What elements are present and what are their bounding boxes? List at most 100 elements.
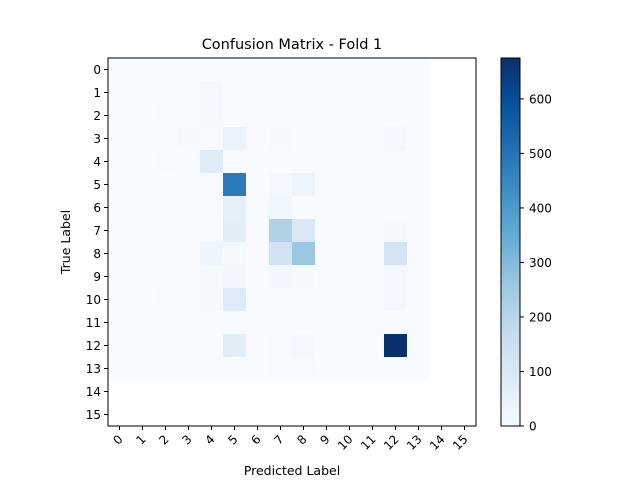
- heatmap-cell-r13-c10: [338, 357, 362, 381]
- x-tick-label: 15: [450, 432, 471, 453]
- heatmap-cell-r6-c8: [292, 196, 316, 220]
- heatmap-cell-r7-c0: [108, 219, 132, 243]
- heatmap-cell-r0-c10: [338, 58, 362, 82]
- heatmap-cell-r9-c4: [200, 265, 224, 289]
- heatmap-cell-r3-c3: [177, 127, 201, 151]
- x-axis-ticks: 0 1 2 3 4 5 6 7 8 9 10 11 12 13 14 15: [110, 426, 471, 453]
- x-tick-label: 14: [427, 432, 448, 453]
- y-tick-label: 12: [86, 339, 101, 353]
- heatmap-cell-r7-c9: [315, 219, 339, 243]
- heatmap-cell-r13-c3: [177, 357, 201, 381]
- heatmap-cell-r11-c9: [315, 311, 339, 335]
- heatmap-cell-r11-c8: [292, 311, 316, 335]
- heatmap-cell-r4-c6: [246, 150, 270, 174]
- heatmap-cell-r6-c0: [108, 196, 132, 220]
- x-tick-label: 1: [133, 432, 148, 447]
- heatmap-cell-r2-c0: [108, 104, 132, 128]
- heatmap-cell-r10-c11: [361, 288, 385, 312]
- heatmap-cell-r4-c8: [292, 150, 316, 174]
- heatmap-cell-r7-c3: [177, 219, 201, 243]
- heatmap-cell-r2-c9: [315, 104, 339, 128]
- heatmap-cell-r4-c9: [315, 150, 339, 174]
- heatmap-cell-r0-c2: [154, 58, 178, 82]
- heatmap-cell-r3-c13: [407, 127, 431, 151]
- heatmap-cell-r1-c1: [131, 81, 155, 105]
- heatmap-cell-r11-c6: [246, 311, 270, 335]
- heatmap-cell-r4-c0: [108, 150, 132, 174]
- heatmap-cell-r12-c1: [131, 334, 155, 358]
- heatmap-cell-r1-c11: [361, 81, 385, 105]
- x-tick-label: 2: [156, 432, 171, 447]
- heatmap-cell-r8-c9: [315, 242, 339, 266]
- heatmap-cell-r7-c7: [269, 219, 293, 243]
- heatmap-cell-r1-c0: [108, 81, 132, 105]
- x-tick-label: 12: [381, 432, 402, 453]
- y-tick-label: 5: [93, 178, 101, 192]
- heatmap-cell-r12-c11: [361, 334, 385, 358]
- heatmap-cell-r2-c13: [407, 104, 431, 128]
- heatmap-cell-r5-c2: [154, 173, 178, 197]
- heatmap-cell-r11-c1: [131, 311, 155, 335]
- heatmap-cell-r0-c4: [200, 58, 224, 82]
- heatmap-cell-r8-c0: [108, 242, 132, 266]
- heatmap-cell-r3-c10: [338, 127, 362, 151]
- heatmap-cell-r1-c12: [384, 81, 408, 105]
- y-tick-label: 0: [93, 63, 101, 77]
- heatmap-cell-r8-c1: [131, 242, 155, 266]
- heatmap-cell-r1-c10: [338, 81, 362, 105]
- heatmap-cell-r9-c11: [361, 265, 385, 289]
- heatmap-cell-r9-c3: [177, 265, 201, 289]
- heatmap-cell-r12-c9: [315, 334, 339, 358]
- heatmap-cell-r4-c2: [154, 150, 178, 174]
- x-tick-label: 8: [294, 432, 309, 447]
- heatmap-cell-r5-c9: [315, 173, 339, 197]
- heatmap-cell-r9-c8: [292, 265, 316, 289]
- x-axis-label: Predicted Label: [244, 463, 340, 478]
- heatmap-cell-r3-c8: [292, 127, 316, 151]
- heatmap-cell-r3-c11: [361, 127, 385, 151]
- heatmap-cell-r5-c8: [292, 173, 316, 197]
- y-tick-label: 7: [93, 224, 101, 238]
- colorbar-tick-label: 100: [529, 365, 552, 379]
- heatmap-cell-r5-c10: [338, 173, 362, 197]
- heatmap-cell-r13-c11: [361, 357, 385, 381]
- chart-title: Confusion Matrix - Fold 1: [202, 37, 383, 53]
- y-tick-label: 3: [93, 132, 101, 146]
- heatmap-cell-r13-c9: [315, 357, 339, 381]
- y-tick-label: 6: [93, 201, 101, 215]
- heatmap-cell-r4-c11: [361, 150, 385, 174]
- heatmap-cell-r6-c2: [154, 196, 178, 220]
- x-tick-label: 6: [248, 432, 263, 447]
- heatmap-cell-r13-c7: [269, 357, 293, 381]
- colorbar-tick-label: 600: [529, 92, 552, 106]
- heatmap-cell-r2-c3: [177, 104, 201, 128]
- heatmap-cell-r6-c12: [384, 196, 408, 220]
- x-tick-label: 0: [110, 432, 125, 447]
- heatmap-cell-r10-c13: [407, 288, 431, 312]
- x-tick-label: 5: [225, 432, 240, 447]
- heatmap-cell-r13-c12: [384, 357, 408, 381]
- heatmap-cell-r10-c2: [154, 288, 178, 312]
- heatmap-cell-r10-c7: [269, 288, 293, 312]
- heatmap-cell-r0-c7: [269, 58, 293, 82]
- y-tick-label: 13: [86, 362, 101, 376]
- heatmap-cell-r8-c4: [200, 242, 224, 266]
- heatmap-cell-r6-c6: [246, 196, 270, 220]
- heatmap-cell-r2-c1: [131, 104, 155, 128]
- heatmap-cell-r6-c13: [407, 196, 431, 220]
- heatmap-cell-r9-c1: [131, 265, 155, 289]
- heatmap-cell-r11-c13: [407, 311, 431, 335]
- heatmap-cell-r1-c3: [177, 81, 201, 105]
- heatmap-cell-r10-c1: [131, 288, 155, 312]
- heatmap-cell-r10-c8: [292, 288, 316, 312]
- heatmap-cell-r0-c11: [361, 58, 385, 82]
- heatmap-cell-r8-c8: [292, 242, 316, 266]
- x-tick-label: 4: [202, 432, 217, 447]
- heatmap-cell-r6-c4: [200, 196, 224, 220]
- heatmap-cell-r0-c0: [108, 58, 132, 82]
- heatmap-cell-r8-c7: [269, 242, 293, 266]
- heatmap-cell-r5-c1: [131, 173, 155, 197]
- x-tick-label: 9: [317, 432, 332, 447]
- heatmap-cell-r5-c13: [407, 173, 431, 197]
